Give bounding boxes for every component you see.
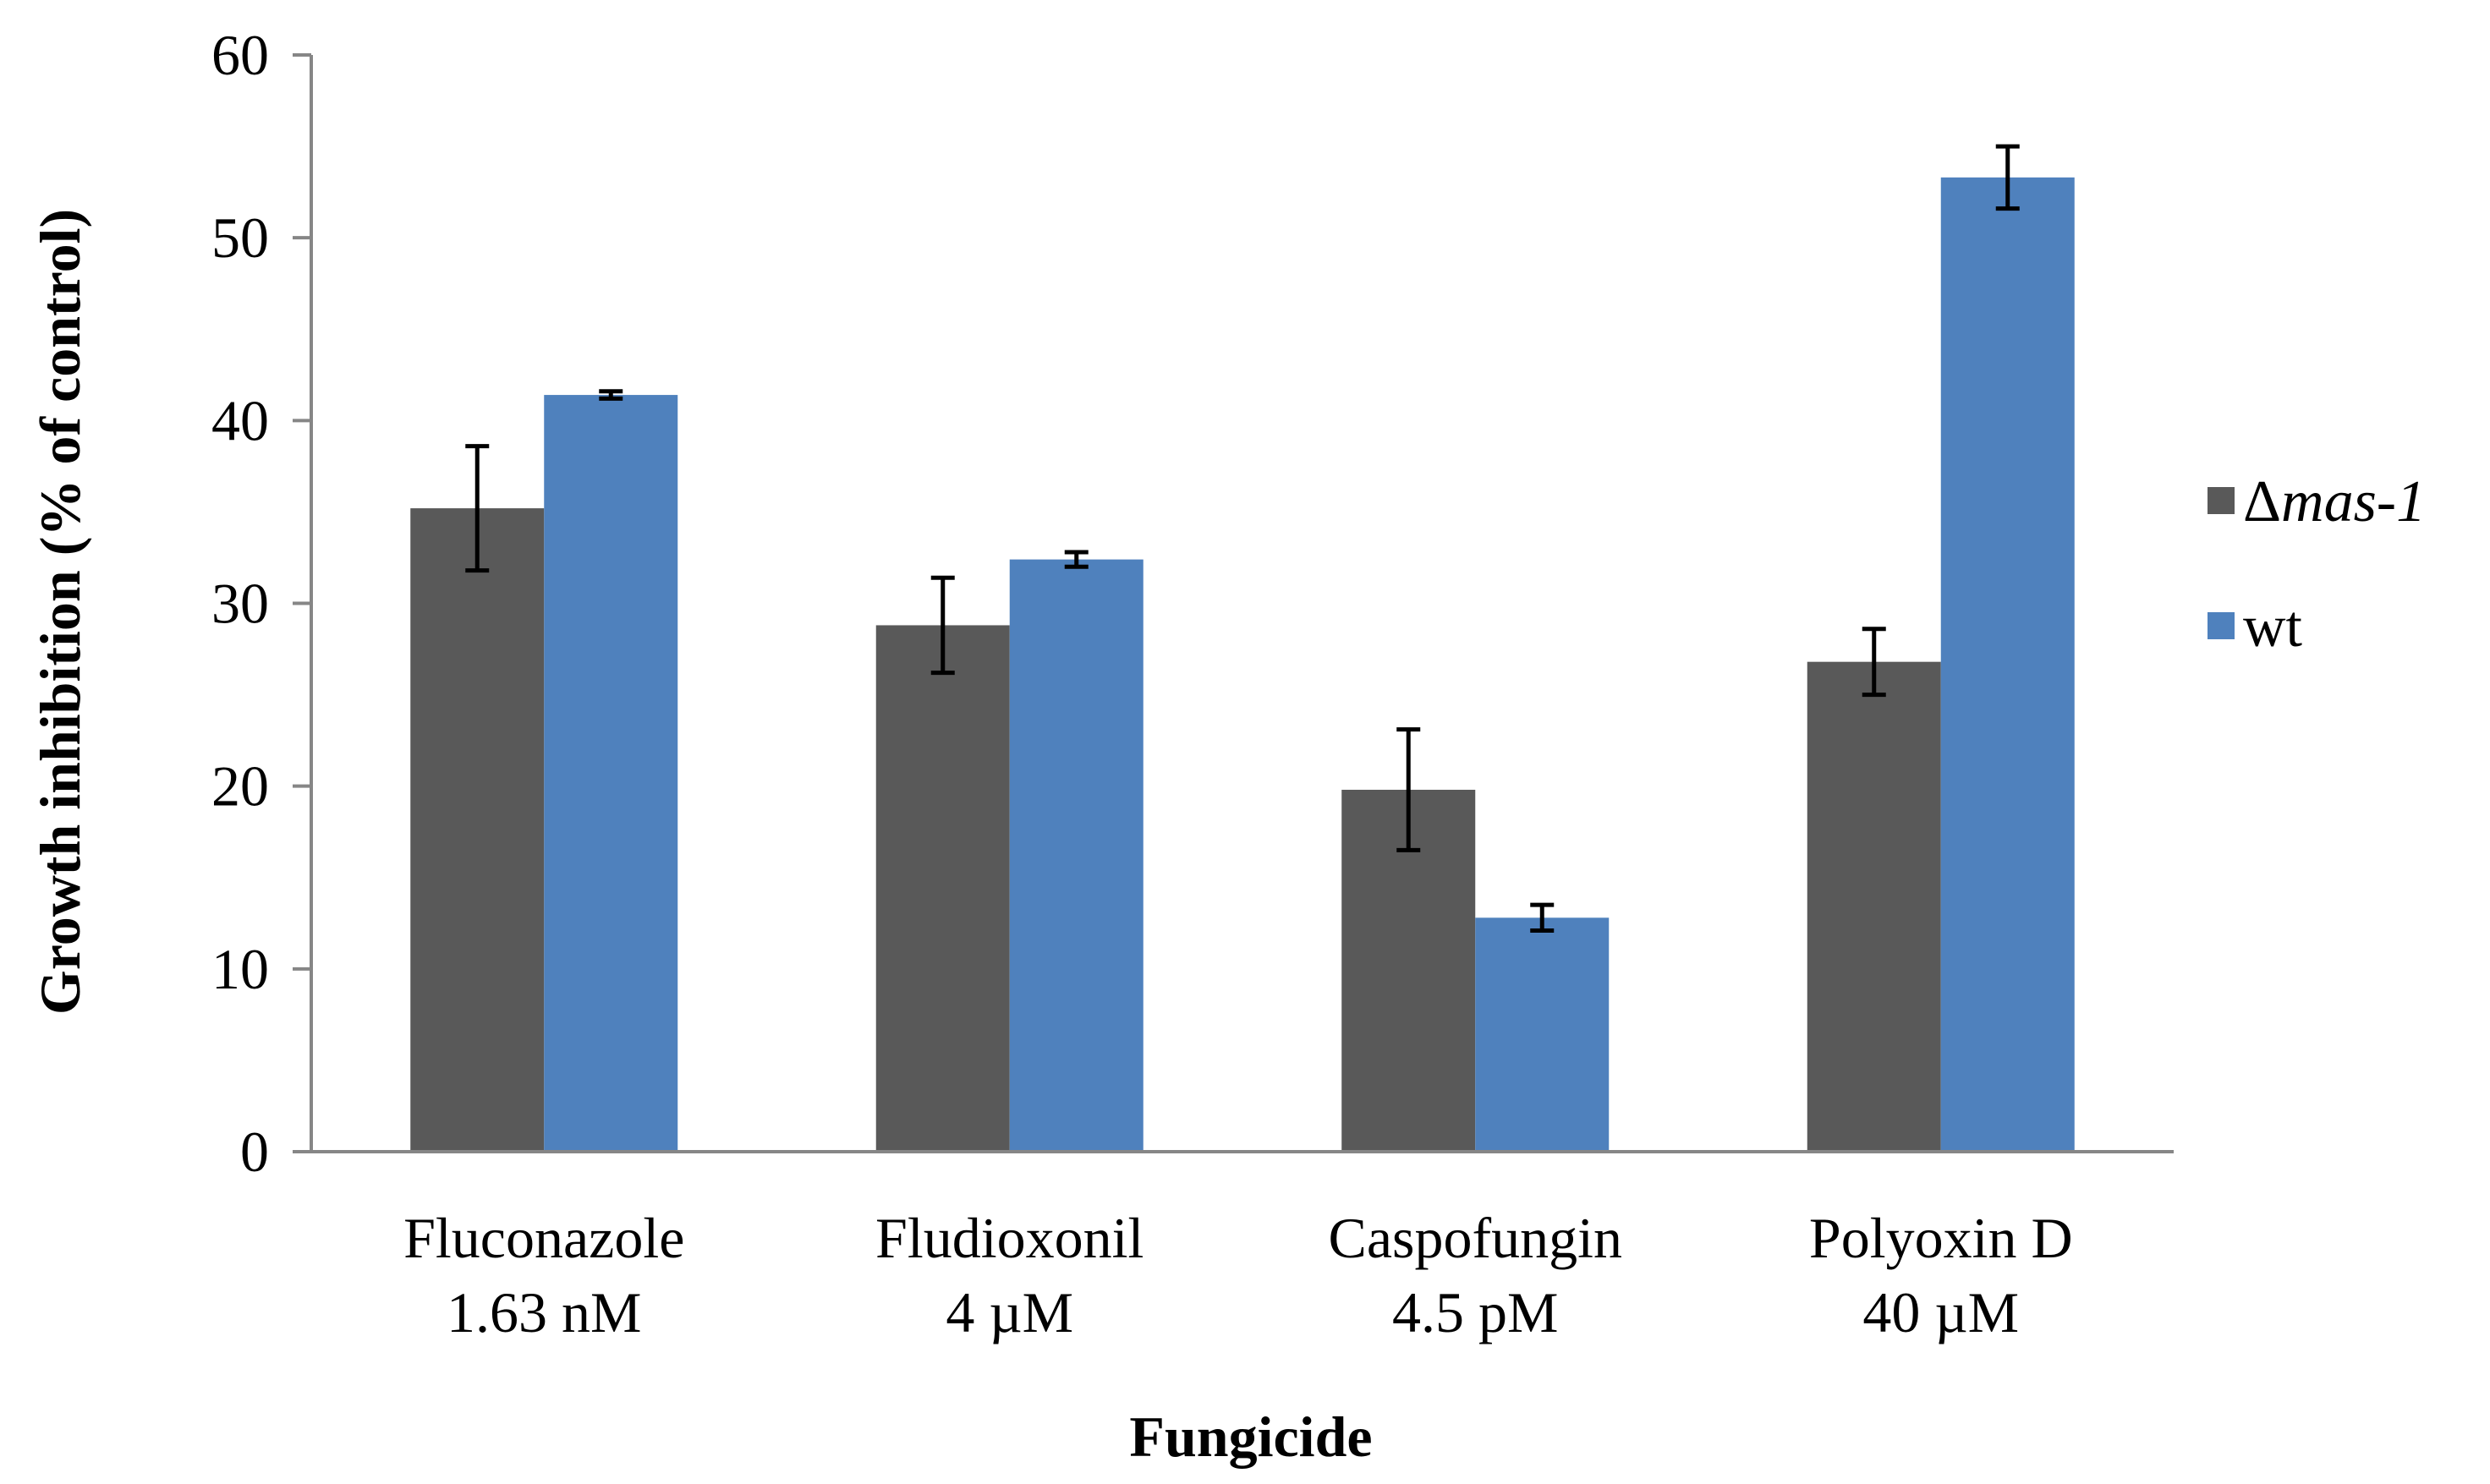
legend-item-wt: wt xyxy=(2208,594,2303,660)
x-category-label: Polyoxin D 40 µM xyxy=(1809,1206,2073,1344)
legend-label: Δmas-1 xyxy=(2243,469,2426,534)
bar-mas1-3 xyxy=(1807,661,1941,1152)
error-bar xyxy=(930,575,955,676)
x-category-label: Fluconazole 1.63 nM xyxy=(403,1206,684,1344)
x-axis-title: Fungicide xyxy=(1129,1405,1372,1469)
error-bar xyxy=(599,389,623,401)
legend-item-mas1: Δmas-1 xyxy=(2208,469,2426,534)
x-category-label: Fludioxonil 4 µM xyxy=(875,1206,1144,1344)
bar-wt-3 xyxy=(1940,177,2075,1152)
bar-series xyxy=(410,177,2075,1152)
error-bar xyxy=(1396,727,1421,852)
error-bar xyxy=(465,444,490,573)
y-tick-label: 50 xyxy=(211,205,269,270)
y-tick-label: 0 xyxy=(240,1120,269,1184)
y-tick-label: 10 xyxy=(211,937,269,1001)
bar-wt-1 xyxy=(1009,559,1144,1152)
x-category-label: Caspofungin 4.5 pM xyxy=(1328,1206,1622,1344)
x-axis-category-labels: Fluconazole 1.63 nM Fludioxonil 4 µM Caspofu… xyxy=(403,1206,2073,1344)
bar-wt-0 xyxy=(544,395,678,1152)
error-bar xyxy=(1064,550,1089,569)
error-bars xyxy=(465,144,2020,933)
error-bar xyxy=(1862,627,1886,698)
y-tick-label: 20 xyxy=(211,754,269,819)
legend: Δmas-1 wt xyxy=(2208,469,2426,660)
error-bar xyxy=(1530,902,1555,933)
y-axis-title: Growth inhibition (% of control) xyxy=(28,209,92,1015)
y-tick-label: 40 xyxy=(211,388,269,452)
bar-mas1-1 xyxy=(875,625,1010,1152)
legend-swatch xyxy=(2208,487,2235,514)
bar-wt-2 xyxy=(1475,917,1610,1152)
y-tick-label: 30 xyxy=(211,572,269,636)
legend-label: wt xyxy=(2243,594,2303,660)
y-axis-ticks: 0 10 20 30 40 50 60 xyxy=(211,23,311,1184)
bar-mas1-0 xyxy=(410,508,545,1152)
y-tick-label: 60 xyxy=(211,23,269,87)
error-bar xyxy=(1995,144,2020,211)
legend-swatch xyxy=(2208,612,2235,639)
